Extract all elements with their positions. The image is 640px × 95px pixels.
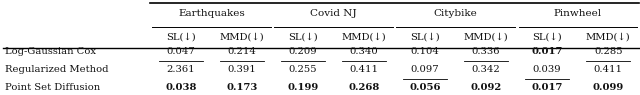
- Text: 0.336: 0.336: [472, 47, 500, 56]
- Text: 0.209: 0.209: [289, 47, 317, 56]
- Text: 0.391: 0.391: [228, 65, 257, 74]
- Text: 0.104: 0.104: [411, 47, 440, 56]
- Text: 0.017: 0.017: [531, 47, 563, 56]
- Text: Point Set Diffusion: Point Set Diffusion: [5, 83, 100, 92]
- Text: SL(↓): SL(↓): [532, 32, 562, 41]
- Text: Earthquakes: Earthquakes: [178, 9, 245, 18]
- Text: Citybike: Citybike: [434, 9, 477, 18]
- Text: MMD(↓): MMD(↓): [342, 32, 387, 41]
- Text: 0.017: 0.017: [531, 83, 563, 92]
- Text: 0.342: 0.342: [472, 65, 500, 74]
- Text: 0.038: 0.038: [165, 83, 196, 92]
- Text: 0.340: 0.340: [349, 47, 378, 56]
- Text: MMD(↓): MMD(↓): [220, 32, 264, 41]
- Text: 0.255: 0.255: [289, 65, 317, 74]
- Text: SL(↓): SL(↓): [288, 32, 318, 41]
- Text: 0.268: 0.268: [348, 83, 380, 92]
- Text: 0.411: 0.411: [594, 65, 623, 74]
- Text: SL(↓): SL(↓): [410, 32, 440, 41]
- Text: 0.099: 0.099: [593, 83, 624, 92]
- Text: 0.039: 0.039: [533, 65, 561, 74]
- Text: Regularized Method: Regularized Method: [5, 65, 109, 74]
- Text: 0.214: 0.214: [228, 47, 257, 56]
- Text: MMD(↓): MMD(↓): [464, 32, 509, 41]
- Text: 0.097: 0.097: [411, 65, 440, 74]
- Text: 2.361: 2.361: [166, 65, 195, 74]
- Text: 0.173: 0.173: [227, 83, 258, 92]
- Text: 0.199: 0.199: [287, 83, 319, 92]
- Text: MMD(↓): MMD(↓): [586, 32, 630, 41]
- Text: Log-Gaussian Cox: Log-Gaussian Cox: [5, 47, 96, 56]
- Text: Pinwheel: Pinwheel: [554, 9, 602, 18]
- Text: 0.047: 0.047: [166, 47, 195, 56]
- Text: SL(↓): SL(↓): [166, 32, 196, 41]
- Text: 0.092: 0.092: [470, 83, 502, 92]
- Text: 0.411: 0.411: [349, 65, 378, 74]
- Text: 0.285: 0.285: [594, 47, 623, 56]
- Text: 0.056: 0.056: [410, 83, 441, 92]
- Text: Covid NJ: Covid NJ: [310, 9, 357, 18]
